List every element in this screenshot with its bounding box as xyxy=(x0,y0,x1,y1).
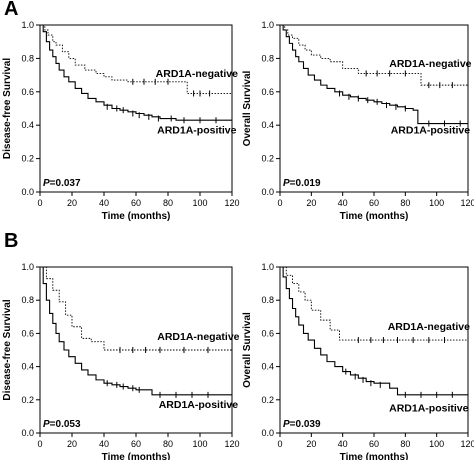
p-value-prefix: P xyxy=(283,178,290,189)
x-tick-label: 0 xyxy=(37,198,42,208)
chart-b-disease-free-survival: 0 20 40 60 80 100 120 0.0 0.2 0.4 0.6 0.8 1.0 Time (m… xyxy=(2,262,240,460)
y-axis-label: Overall Survival xyxy=(242,70,253,146)
x-axis-label: Time (months) xyxy=(102,452,171,460)
panel-label-b: B xyxy=(4,230,19,252)
x-tick-label: 120 xyxy=(224,198,239,208)
y-tick-label: 0.4 xyxy=(261,120,274,130)
x-tick-label: 60 xyxy=(131,439,141,449)
series-line-ard1a-negative xyxy=(280,266,468,341)
x-tick-label: 20 xyxy=(67,439,77,449)
series-line-ard1a-positive xyxy=(40,24,232,121)
series-label-ard1a-negative: ARD1A-negative xyxy=(389,58,471,70)
x-tick-label: 100 xyxy=(192,198,207,208)
series-label-ard1a-negative: ARD1A-negative xyxy=(157,331,239,343)
p-value-label: P=0.019 xyxy=(283,178,321,189)
y-tick-label: 0.2 xyxy=(261,395,274,405)
y-tick-label: 0.6 xyxy=(261,87,274,97)
x-tick-label: 80 xyxy=(163,439,173,449)
x-tick-label: 20 xyxy=(67,198,77,208)
y-tick-label: 0.4 xyxy=(21,120,34,130)
y-tick-label: 0.8 xyxy=(21,53,34,63)
y-axis-label: Disease-free Survival xyxy=(2,299,13,400)
y-tick-label: 1.0 xyxy=(261,20,274,30)
x-tick-label: 80 xyxy=(400,439,410,449)
p-value-prefix: P xyxy=(43,419,50,430)
series-line-ard1a-positive xyxy=(280,266,468,396)
y-tick-label: 0.2 xyxy=(261,154,274,164)
y-tick-label: 1.0 xyxy=(21,20,34,30)
p-value-number: =0.037 xyxy=(50,178,81,189)
x-tick-label: 100 xyxy=(192,439,207,449)
series-label-ard1a-positive: ARD1A-positive xyxy=(391,125,471,137)
x-tick-label: 120 xyxy=(460,198,474,208)
x-tick-label: 0 xyxy=(277,198,282,208)
x-tick-label: 40 xyxy=(338,439,348,449)
x-tick-label: 60 xyxy=(131,198,141,208)
series-line-ard1a-positive xyxy=(40,266,232,396)
p-value-label: P=0.053 xyxy=(43,419,81,430)
x-tick-label: 20 xyxy=(306,198,316,208)
series-line-ard1a-negative xyxy=(40,24,232,94)
y-tick-label: 0.4 xyxy=(21,362,34,372)
p-value-prefix: P xyxy=(43,178,50,189)
x-axis-label: Time (months) xyxy=(340,211,409,222)
chart-a-disease-free-survival: 0 20 40 60 80 100 120 0.0 0.2 0.4 0.6 0.8 1.0 Time (m… xyxy=(2,20,240,222)
series-label-ard1a-negative: ARD1A-negative xyxy=(156,68,238,80)
x-tick-label: 100 xyxy=(429,439,444,449)
y-tick-label: 0.8 xyxy=(261,53,274,63)
p-value-number: =0.053 xyxy=(50,419,81,430)
x-tick-label: 40 xyxy=(99,439,109,449)
x-tick-label: 40 xyxy=(99,198,109,208)
y-tick-label: 0.8 xyxy=(261,295,274,305)
series-label-ard1a-negative: ARD1A-negative xyxy=(388,321,470,333)
y-tick-label: 0.0 xyxy=(21,428,34,438)
x-tick-label: 120 xyxy=(224,439,239,449)
y-axis-label: Overall Survival xyxy=(242,312,253,388)
chart-a-overall-survival: 0 20 40 60 80 100 120 0.0 0.2 0.4 0.6 0.8 1.0 Time (m… xyxy=(242,20,474,222)
x-tick-label: 60 xyxy=(369,198,379,208)
series-label-ard1a-positive: ARD1A-positive xyxy=(159,399,239,411)
x-tick-label: 80 xyxy=(163,198,173,208)
y-tick-label: 1.0 xyxy=(21,262,34,272)
y-tick-label: 0.6 xyxy=(21,87,34,97)
x-tick-label: 120 xyxy=(460,439,474,449)
panel-label-a: A xyxy=(4,0,19,20)
p-value-prefix: P xyxy=(283,419,290,430)
series-line-ard1a-negative xyxy=(280,24,468,86)
y-tick-label: 0.0 xyxy=(261,187,274,197)
plot-frame xyxy=(279,24,469,193)
p-value-label: P=0.037 xyxy=(43,178,81,189)
x-tick-label: 60 xyxy=(369,439,379,449)
series-label-ard1a-positive: ARD1A-positive xyxy=(157,125,237,137)
x-tick-label: 20 xyxy=(306,439,316,449)
plot-frame xyxy=(39,24,233,193)
series-line-ard1a-positive xyxy=(280,24,468,125)
x-tick-label: 80 xyxy=(400,198,410,208)
y-tick-label: 0.0 xyxy=(261,428,274,438)
p-value-number: =0.019 xyxy=(290,178,321,189)
y-tick-label: 0.4 xyxy=(261,362,274,372)
y-tick-label: 0.6 xyxy=(21,328,34,338)
y-tick-label: 0.0 xyxy=(21,187,34,197)
p-value-label: P=0.039 xyxy=(283,419,321,430)
x-axis-label: Time (months) xyxy=(102,211,171,222)
y-tick-label: 1.0 xyxy=(261,262,274,272)
y-tick-label: 0.2 xyxy=(21,395,34,405)
series-label-ard1a-positive: ARD1A-positive xyxy=(389,402,469,414)
y-tick-label: 0.8 xyxy=(21,295,34,305)
x-tick-label: 100 xyxy=(429,198,444,208)
x-tick-label: 0 xyxy=(37,439,42,449)
x-tick-label: 40 xyxy=(338,198,348,208)
x-tick-label: 0 xyxy=(277,439,282,449)
y-axis-label: Disease-free Survival xyxy=(2,58,13,159)
x-axis-label: Time (months) xyxy=(340,452,409,460)
y-tick-label: 0.2 xyxy=(21,154,34,164)
y-tick-label: 0.6 xyxy=(261,328,274,338)
chart-b-overall-survival: 0 20 40 60 80 100 120 0.0 0.2 0.4 0.6 0.8 1.0 Time (m… xyxy=(242,262,474,460)
p-value-number: =0.039 xyxy=(290,419,321,430)
